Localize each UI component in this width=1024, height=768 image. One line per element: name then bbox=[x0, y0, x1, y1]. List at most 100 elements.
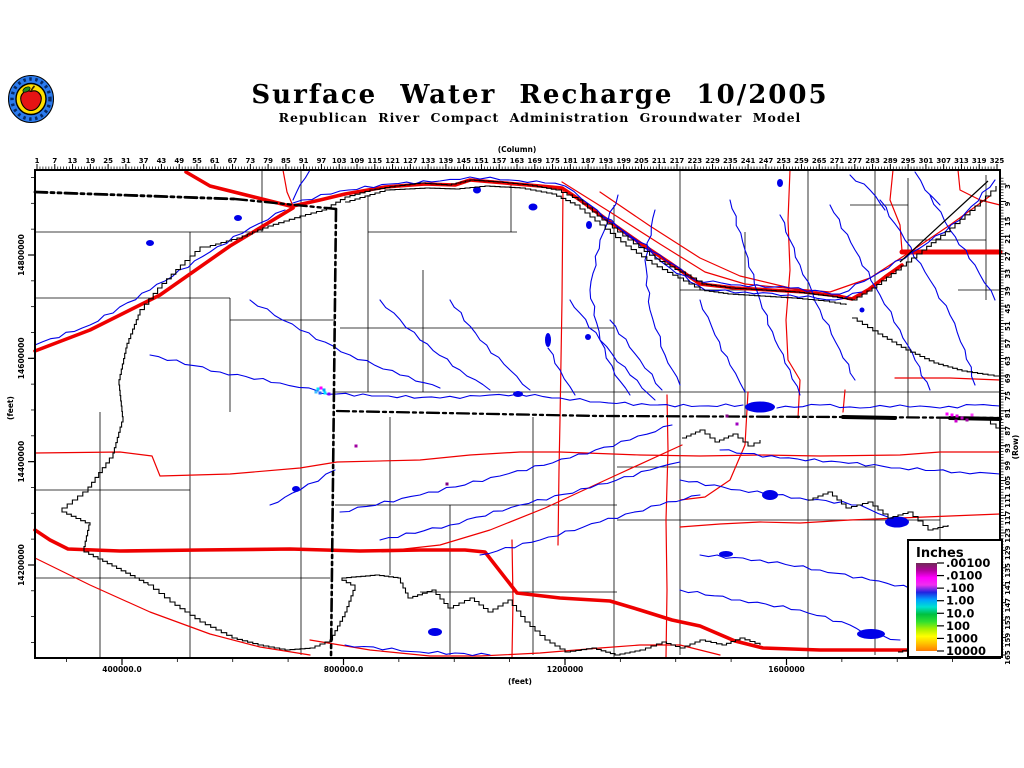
page-title: Surface Water Recharge 10/2005 bbox=[251, 80, 829, 110]
tick-label: 123 bbox=[1004, 528, 1012, 543]
tick-label: 14400000 bbox=[17, 441, 26, 483]
tick-label: 175 bbox=[545, 157, 560, 165]
tick-label: 57 bbox=[1004, 339, 1012, 349]
tick-label: 31 bbox=[121, 157, 131, 165]
tick-label: 69 bbox=[1004, 373, 1012, 383]
tick-label: 7 bbox=[52, 157, 57, 165]
tick-label: 193 bbox=[599, 157, 614, 165]
tick-label: 81 bbox=[1004, 408, 1012, 418]
tick-label: 319 bbox=[972, 157, 987, 165]
tick-label: 253 bbox=[776, 157, 791, 165]
legend-label: 1.00 bbox=[946, 594, 974, 608]
model-boundary-layer bbox=[61, 179, 1001, 656]
page-subtitle: Republican River Compact Administration … bbox=[278, 110, 802, 125]
tick-label: 153 bbox=[1004, 615, 1012, 630]
tick-label: 135 bbox=[1004, 563, 1012, 578]
legend-label: .0100 bbox=[946, 569, 982, 583]
tick-label: 145 bbox=[456, 157, 471, 165]
tick-label: 9 bbox=[1004, 201, 1012, 206]
tick-label: 229 bbox=[705, 157, 720, 165]
tick-label: 259 bbox=[794, 157, 809, 165]
tick-label: 111 bbox=[1004, 493, 1012, 508]
tick-label: 283 bbox=[865, 157, 880, 165]
tick-label: 67 bbox=[228, 157, 238, 165]
tick-label: 325 bbox=[990, 157, 1005, 165]
tick-label: 85 bbox=[281, 157, 291, 165]
tick-label: 55 bbox=[192, 157, 202, 165]
tick-label: 61 bbox=[210, 157, 220, 165]
tick-label: 14800000 bbox=[17, 234, 26, 276]
tick-label: 169 bbox=[527, 157, 542, 165]
recharge-cell bbox=[445, 482, 449, 486]
rivers-layer bbox=[34, 169, 1001, 657]
recharge-cell bbox=[316, 387, 320, 391]
tick-label: 1600000 bbox=[768, 665, 805, 674]
recharge-cell bbox=[954, 419, 958, 423]
recharge-cell bbox=[955, 414, 959, 418]
legend-label: .00100 bbox=[946, 556, 990, 570]
tick-label: 217 bbox=[670, 157, 685, 165]
recharge-cell bbox=[970, 413, 974, 417]
tick-label: 13 bbox=[68, 157, 78, 165]
tick-label: 400000.0 bbox=[102, 665, 141, 674]
stem-icon bbox=[30, 85, 36, 92]
tick-label: 93 bbox=[1004, 443, 1012, 453]
tick-label: 307 bbox=[936, 157, 951, 165]
tick-label: 103 bbox=[332, 157, 347, 165]
legend-label: 10.0 bbox=[946, 606, 974, 620]
recharge-cell bbox=[318, 391, 322, 395]
tick-label: 3 bbox=[1004, 184, 1012, 189]
apple-seal-logo bbox=[8, 75, 54, 123]
tick-label: 87 bbox=[1004, 426, 1012, 436]
tick-label: 211 bbox=[652, 157, 667, 165]
tick-label: 33 bbox=[1004, 269, 1012, 279]
apple-icon bbox=[20, 90, 42, 112]
tick-label: (feet) bbox=[508, 677, 532, 686]
axes-layer: 1 7 13 19 25 31 37 43 49 55 61 67 73 79 85 91 97 103 109 11… bbox=[6, 145, 1020, 686]
recharge-cell bbox=[965, 418, 969, 422]
tick-label: (Column) bbox=[498, 145, 537, 154]
recharge-cell bbox=[735, 422, 739, 426]
tick-label: 241 bbox=[741, 157, 756, 165]
legend-label: 10000 bbox=[946, 644, 986, 658]
tick-label: 277 bbox=[847, 157, 862, 165]
tick-label: 129 bbox=[1004, 545, 1012, 560]
recharge-cell bbox=[323, 391, 327, 395]
tick-label: 159 bbox=[1004, 633, 1012, 648]
tick-label: 800000.0 bbox=[324, 665, 363, 674]
tick-label: 37 bbox=[139, 157, 149, 165]
tick-label: 109 bbox=[350, 157, 365, 165]
tick-label: 265 bbox=[812, 157, 827, 165]
tick-label: 115 bbox=[367, 157, 382, 165]
recharge-cell bbox=[327, 392, 331, 396]
tick-label: 43 bbox=[157, 157, 167, 165]
tick-label: 25 bbox=[103, 157, 113, 165]
tick-label: 165 bbox=[1004, 650, 1012, 665]
tick-label: 151 bbox=[474, 157, 489, 165]
tick-label: 199 bbox=[616, 157, 631, 165]
leaf-icon bbox=[22, 86, 31, 93]
tick-label: 247 bbox=[759, 157, 774, 165]
tick-label: 271 bbox=[830, 157, 845, 165]
recharge-cell bbox=[319, 386, 323, 390]
tick-label: 97 bbox=[317, 157, 327, 165]
recharge-cells-layer bbox=[314, 386, 974, 486]
tick-label: 21 bbox=[1004, 234, 1012, 244]
tick-label: 15 bbox=[1004, 216, 1012, 226]
tick-label: 51 bbox=[1004, 321, 1012, 331]
legend-label: 100 bbox=[946, 619, 970, 633]
recharge-cell bbox=[725, 414, 729, 418]
tick-label: 289 bbox=[883, 157, 898, 165]
tick-label: 181 bbox=[563, 157, 578, 165]
county-lines-layer bbox=[35, 170, 1000, 658]
tick-label: 223 bbox=[687, 157, 702, 165]
tick-label: 39 bbox=[1004, 286, 1012, 296]
legend: Inches.00100.0100.1001.0010.010010001000… bbox=[907, 539, 1003, 658]
tick-label: 91 bbox=[299, 157, 309, 165]
tick-label: 313 bbox=[954, 157, 969, 165]
tick-label: 75 bbox=[1004, 391, 1012, 401]
tick-label: 1 bbox=[35, 157, 40, 165]
tick-label: (Row) bbox=[1011, 435, 1020, 460]
legend-label: .100 bbox=[946, 581, 974, 595]
